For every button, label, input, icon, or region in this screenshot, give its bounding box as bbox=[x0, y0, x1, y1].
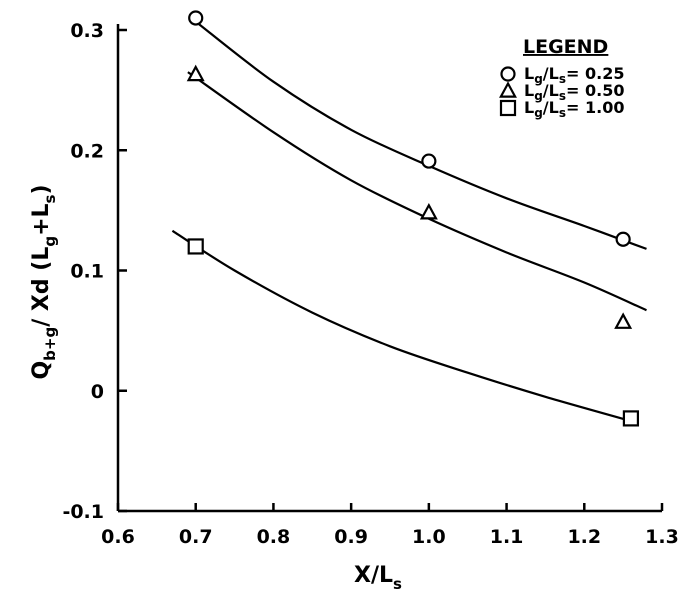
x-tick-label: 1.2 bbox=[567, 526, 601, 548]
legend-marker-triangle bbox=[499, 81, 517, 98]
data-point-square bbox=[187, 238, 204, 255]
data-point-circle bbox=[188, 10, 204, 26]
x-tick-label: 0.8 bbox=[257, 526, 291, 548]
x-tick-label: 0.6 bbox=[101, 526, 135, 548]
data-point-triangle bbox=[419, 202, 438, 220]
y-tick-label: 0.2 bbox=[70, 140, 104, 162]
x-tick-label: 1.3 bbox=[645, 526, 679, 548]
data-point-triangle bbox=[614, 312, 633, 329]
legend-title: LEGEND bbox=[523, 36, 608, 58]
y-tick-label: 0.1 bbox=[70, 261, 104, 283]
data-points bbox=[186, 10, 640, 427]
x-tick-label: 0.7 bbox=[179, 526, 213, 548]
y-tick-label: 0 bbox=[91, 381, 104, 403]
y-tick-label: 0.3 bbox=[70, 20, 104, 42]
data-point-circle bbox=[421, 153, 437, 169]
x-tick-label: 0.9 bbox=[334, 526, 368, 548]
y-tick-label: -0.1 bbox=[62, 501, 104, 523]
legend-marker-square bbox=[499, 99, 517, 117]
x-tick-label: 1.0 bbox=[412, 526, 446, 548]
legend-label: Lg/Ls= 1.00 bbox=[524, 98, 624, 120]
data-point-square bbox=[622, 410, 640, 427]
y-ticks: -0.1 0 0.1 0.2 0.3 bbox=[62, 20, 127, 523]
x-tick-label: 1.1 bbox=[490, 526, 524, 548]
legend-marker-circle bbox=[500, 66, 516, 82]
x-ticks: 0.6 0.7 0.8 0.9 1.0 1.1 1.2 1.3 bbox=[101, 503, 679, 548]
x-axis-title: X/Ls bbox=[354, 563, 402, 593]
data-point-circle bbox=[615, 231, 631, 247]
legend-label: Lg/Ls= 0.25 bbox=[524, 64, 624, 86]
fit-curve-square bbox=[171, 229, 639, 425]
y-axis-title: Qb+g/ Xd (Lg+Ls) bbox=[29, 184, 59, 379]
legend-label: Lg/Ls= 0.50 bbox=[524, 81, 624, 103]
data-point-triangle bbox=[186, 64, 205, 82]
axes bbox=[116, 24, 662, 513]
